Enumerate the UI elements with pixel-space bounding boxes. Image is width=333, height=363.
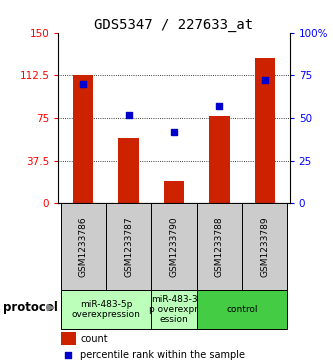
Text: GSM1233790: GSM1233790 bbox=[169, 216, 178, 277]
Point bbox=[262, 78, 267, 83]
Bar bbox=[73, 75, 94, 203]
Text: GSM1233787: GSM1233787 bbox=[124, 216, 133, 277]
Point bbox=[217, 103, 222, 109]
Text: protocol: protocol bbox=[3, 301, 58, 314]
Bar bbox=[197, 203, 242, 290]
Bar bbox=[151, 290, 197, 329]
Title: GDS5347 / 227633_at: GDS5347 / 227633_at bbox=[95, 18, 253, 32]
Text: percentile rank within the sample: percentile rank within the sample bbox=[80, 350, 245, 360]
Text: miR-483-3
p overexpr
ession: miR-483-3 p overexpr ession bbox=[150, 294, 198, 325]
Point bbox=[171, 129, 177, 135]
Text: GSM1233789: GSM1233789 bbox=[260, 216, 269, 277]
Bar bbox=[254, 58, 275, 203]
Bar bbox=[106, 203, 151, 290]
Bar bbox=[61, 203, 106, 290]
Bar bbox=[242, 203, 287, 290]
Text: miR-483-5p
overexpression: miR-483-5p overexpression bbox=[72, 300, 141, 319]
Bar bbox=[209, 116, 229, 203]
Bar bbox=[151, 203, 197, 290]
Text: GSM1233786: GSM1233786 bbox=[79, 216, 88, 277]
Bar bbox=[197, 290, 287, 329]
Bar bbox=[61, 332, 76, 345]
Text: control: control bbox=[226, 305, 258, 314]
Point bbox=[81, 81, 86, 87]
Text: GSM1233788: GSM1233788 bbox=[215, 216, 224, 277]
Bar bbox=[61, 290, 151, 329]
Bar bbox=[119, 138, 139, 203]
Bar bbox=[164, 180, 184, 203]
Text: count: count bbox=[80, 334, 108, 344]
Point bbox=[126, 112, 131, 118]
Point bbox=[65, 352, 70, 358]
